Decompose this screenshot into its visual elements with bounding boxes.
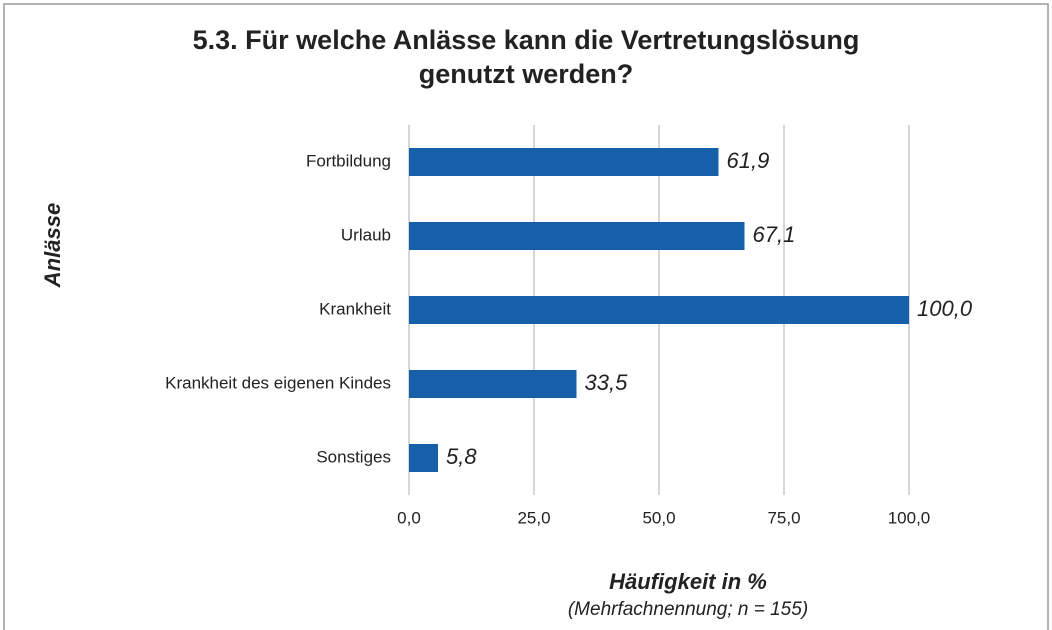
value-label: 67,1 [753,222,796,247]
y-tick-label: Krankheit des eigenen Kindes [165,373,391,392]
value-label: 33,5 [585,370,629,395]
y-tick-label: Fortbildung [306,151,391,170]
y-tick-label: Krankheit [319,299,391,318]
value-label: 61,9 [727,148,770,173]
chart-title: 5.3. Für welche Anlässe kann die Vertret… [193,25,860,55]
x-tick-label: 25,0 [517,508,550,527]
value-label: 5,8 [446,444,477,469]
bar [409,370,577,398]
y-tick-label: Sonstiges [316,447,391,466]
chart-title: genutzt werden? [419,59,634,89]
y-tick-label: Urlaub [341,225,391,244]
value-label: 100,0 [917,296,973,321]
x-tick-label: 50,0 [642,508,675,527]
y-axis-label: Anlässe [40,203,65,288]
bar [409,148,719,176]
x-tick-label: 0,0 [397,508,421,527]
x-tick-label: 75,0 [767,508,800,527]
bar [409,444,438,472]
note: (Mehrfachnennung; n = 155) [568,599,808,620]
bar [409,222,745,250]
bar [409,296,909,324]
x-tick-label: 100,0 [888,508,931,527]
x-axis-label: Häufigkeit in % [609,569,767,594]
